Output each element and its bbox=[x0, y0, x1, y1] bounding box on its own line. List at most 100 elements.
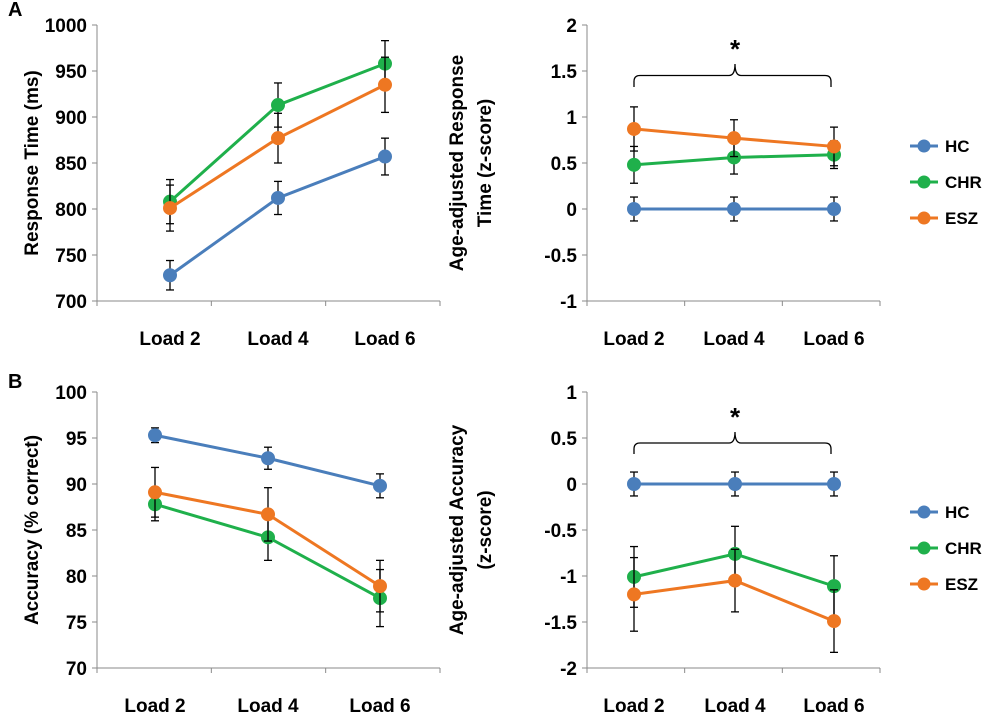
y-tick-label: 900 bbox=[55, 108, 87, 129]
panel-label: A bbox=[8, 0, 22, 21]
x-tick-label: Load 2 bbox=[139, 329, 200, 350]
data-point bbox=[727, 131, 741, 146]
y-tick-label: -1.5 bbox=[544, 613, 577, 634]
series-chr bbox=[627, 525, 841, 618]
data-point bbox=[373, 579, 387, 594]
x-tick-label: Load 2 bbox=[603, 696, 664, 717]
data-point bbox=[627, 157, 641, 172]
legend-swatch-marker bbox=[917, 577, 931, 591]
y-tick-label: 0.5 bbox=[551, 429, 578, 450]
chart-panel-B-left: 70 75 80 85 90 95 100 Load 2 Load 4 Load 6 Accurac… bbox=[8, 371, 441, 717]
chart-panel-B-right: -2 -1.5 -1 -0.5 0 0.5 1 Load 2 Load 4 Load 6 Age-a… bbox=[447, 383, 982, 717]
series-esz bbox=[163, 56, 392, 232]
x-tick-label: Load 6 bbox=[354, 329, 415, 350]
legend: HC CHR ESZ bbox=[910, 503, 982, 594]
legend-label: ESZ bbox=[945, 575, 978, 594]
legend-label: CHR bbox=[945, 173, 982, 192]
series-hc bbox=[163, 137, 392, 291]
data-point bbox=[261, 451, 275, 466]
data-point bbox=[373, 478, 387, 493]
data-point bbox=[627, 121, 641, 136]
significance-star: * bbox=[730, 402, 741, 432]
y-axis-label: Time (z-score) bbox=[475, 99, 496, 227]
data-point bbox=[148, 428, 162, 443]
y-tick-label: 2 bbox=[566, 16, 577, 37]
x-tick-label: Load 6 bbox=[803, 696, 864, 717]
y-tick-label: 0 bbox=[566, 475, 577, 496]
data-point bbox=[163, 201, 177, 216]
significance-brace bbox=[633, 63, 832, 87]
y-axis-label: Accuracy (% correct) bbox=[22, 435, 43, 625]
chart-panel-A-right: -1 -0.5 0 0.5 1 1.5 2 Load 2 Load 4 Load 6 Age-adj… bbox=[447, 16, 982, 350]
data-point bbox=[163, 268, 177, 283]
series-hc bbox=[627, 196, 841, 222]
y-tick-label: 950 bbox=[55, 62, 87, 83]
significance-brace bbox=[633, 431, 832, 454]
data-point bbox=[728, 573, 742, 588]
legend-swatch-marker bbox=[917, 505, 931, 519]
data-point bbox=[827, 477, 841, 491]
y-tick-label: 850 bbox=[55, 154, 87, 175]
y-tick-label: 100 bbox=[55, 383, 87, 404]
y-tick-label: 75 bbox=[66, 613, 88, 634]
data-point bbox=[827, 614, 841, 629]
x-tick-label: Load 4 bbox=[237, 696, 299, 717]
x-tick-label: Load 4 bbox=[247, 329, 309, 350]
y-tick-label: 1 bbox=[566, 108, 577, 129]
legend-swatch-marker bbox=[917, 211, 931, 225]
series-hc bbox=[148, 427, 387, 499]
data-point bbox=[827, 139, 841, 154]
y-tick-label: 70 bbox=[66, 659, 87, 680]
legend-swatch-marker bbox=[917, 175, 931, 189]
data-point bbox=[271, 98, 285, 113]
data-point bbox=[627, 202, 641, 216]
y-tick-label: -0.5 bbox=[544, 246, 577, 267]
legend-label: CHR bbox=[945, 539, 982, 558]
y-tick-label: 95 bbox=[66, 429, 88, 450]
y-axis-label: (z-score) bbox=[475, 490, 496, 569]
y-tick-label: 1000 bbox=[45, 16, 87, 37]
data-point bbox=[261, 507, 275, 522]
legend-label: HC bbox=[945, 503, 970, 522]
data-point bbox=[627, 587, 641, 602]
y-tick-label: 80 bbox=[66, 567, 87, 588]
y-tick-label: 1 bbox=[566, 383, 577, 404]
y-tick-label: -0.5 bbox=[544, 521, 577, 542]
data-point bbox=[148, 485, 162, 500]
y-tick-label: 1.5 bbox=[551, 62, 578, 83]
series-esz bbox=[148, 466, 387, 613]
legend-swatch-marker bbox=[917, 541, 931, 555]
panel-label: B bbox=[8, 371, 22, 393]
y-tick-label: 800 bbox=[55, 200, 87, 221]
data-point bbox=[727, 202, 741, 216]
y-axis-label: Age-adjusted Accuracy bbox=[447, 424, 468, 635]
data-point bbox=[378, 77, 392, 92]
y-tick-label: -2 bbox=[560, 659, 577, 680]
y-axis-label: Age-adjusted Response bbox=[447, 55, 468, 271]
y-tick-label: 700 bbox=[55, 292, 87, 313]
series-esz bbox=[627, 548, 841, 654]
x-tick-label: Load 4 bbox=[703, 329, 765, 350]
series-esz bbox=[627, 106, 841, 167]
y-tick-label: 90 bbox=[66, 475, 87, 496]
x-tick-label: Load 2 bbox=[124, 696, 185, 717]
legend: HC CHR ESZ bbox=[910, 137, 982, 228]
significance-star: * bbox=[730, 34, 741, 64]
y-axis-label: Response Time (ms) bbox=[22, 70, 43, 255]
legend-label: ESZ bbox=[945, 209, 978, 228]
x-tick-label: Load 6 bbox=[349, 696, 410, 717]
data-point bbox=[827, 202, 841, 216]
data-point bbox=[271, 190, 285, 205]
y-tick-label: 750 bbox=[55, 246, 87, 267]
data-point bbox=[627, 477, 641, 491]
chart-panel-A-left: 700 750 800 850 900 950 1000 Load 2 Load 4 Load 6… bbox=[8, 0, 441, 350]
data-point bbox=[271, 131, 285, 146]
y-tick-label: 85 bbox=[66, 521, 88, 542]
y-tick-label: 0.5 bbox=[551, 154, 578, 175]
x-tick-label: Load 6 bbox=[803, 329, 864, 350]
y-tick-label: -1 bbox=[560, 292, 577, 313]
x-tick-label: Load 2 bbox=[603, 329, 664, 350]
legend-label: HC bbox=[945, 137, 970, 156]
data-point bbox=[378, 149, 392, 164]
